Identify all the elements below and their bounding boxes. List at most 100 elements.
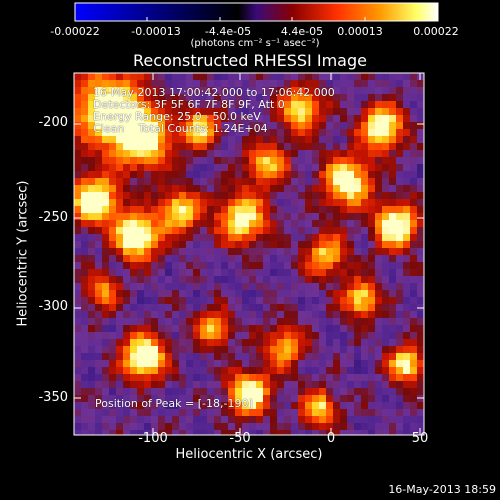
heatmap-cell xyxy=(326,360,333,367)
heatmap-cell xyxy=(277,136,284,143)
heatmap-cell xyxy=(354,234,361,241)
heatmap-cell xyxy=(270,241,277,248)
heatmap-cell xyxy=(326,178,333,185)
heatmap-cell xyxy=(109,122,116,129)
heatmap-cell xyxy=(242,94,249,101)
heatmap-cell xyxy=(319,80,326,87)
heatmap-cell xyxy=(249,213,256,220)
heatmap-cell xyxy=(270,311,277,318)
heatmap-cell xyxy=(263,171,270,178)
heatmap-cell xyxy=(74,290,81,297)
heatmap-cell xyxy=(340,388,347,395)
heatmap-cell xyxy=(179,402,186,409)
heatmap-cell xyxy=(228,374,235,381)
heatmap-cell xyxy=(172,346,179,353)
heatmap-cell xyxy=(179,122,186,129)
heatmap-cell xyxy=(88,332,95,339)
heatmap-cell xyxy=(179,339,186,346)
heatmap-cell xyxy=(193,367,200,374)
heatmap-cell xyxy=(284,136,291,143)
heatmap-cell xyxy=(312,290,319,297)
heatmap-cell xyxy=(123,143,130,150)
heatmap-cell xyxy=(354,108,361,115)
heatmap-cell xyxy=(263,325,270,332)
heatmap-cell xyxy=(172,122,179,129)
heatmap-cell xyxy=(165,192,172,199)
heatmap-cell xyxy=(137,80,144,87)
heatmap-cell xyxy=(312,339,319,346)
heatmap-cell xyxy=(228,297,235,304)
heatmap-cell xyxy=(256,241,263,248)
heatmap-cell xyxy=(165,94,172,101)
heatmap-cell xyxy=(242,318,249,325)
heatmap-cell xyxy=(410,402,417,409)
heatmap-cell xyxy=(361,157,368,164)
heatmap-cell xyxy=(347,206,354,213)
heatmap-cell xyxy=(186,290,193,297)
heatmap-cell xyxy=(263,136,270,143)
heatmap-cell xyxy=(382,80,389,87)
heatmap-cell xyxy=(242,241,249,248)
heatmap-cell xyxy=(214,290,221,297)
heatmap-cell xyxy=(214,227,221,234)
heatmap-cell xyxy=(319,395,326,402)
heatmap-cell xyxy=(361,262,368,269)
heatmap-cell xyxy=(256,108,263,115)
heatmap-cell xyxy=(347,255,354,262)
heatmap-cell xyxy=(375,248,382,255)
heatmap-cell xyxy=(312,178,319,185)
heatmap-cell xyxy=(263,227,270,234)
heatmap-cell xyxy=(291,388,298,395)
heatmap-cell xyxy=(333,416,340,423)
heatmap-cell xyxy=(102,227,109,234)
heatmap-cell xyxy=(319,297,326,304)
heatmap-cell xyxy=(144,136,151,143)
heatmap-cell xyxy=(193,269,200,276)
heatmap-cell xyxy=(235,311,242,318)
heatmap-cell xyxy=(389,374,396,381)
heatmap-cell xyxy=(354,311,361,318)
heatmap-cell xyxy=(256,262,263,269)
heatmap-cell xyxy=(109,367,116,374)
heatmap-cell xyxy=(235,122,242,129)
heatmap-cell xyxy=(368,101,375,108)
heatmap-cell xyxy=(221,388,228,395)
heatmap-cell xyxy=(417,332,424,339)
heatmap-cell xyxy=(137,164,144,171)
heatmap-cell xyxy=(319,318,326,325)
heatmap-cell xyxy=(151,108,158,115)
heatmap-cell xyxy=(389,283,396,290)
heatmap-cell xyxy=(235,129,242,136)
heatmap-cell xyxy=(396,241,403,248)
heatmap-cell xyxy=(207,290,214,297)
heatmap-cell xyxy=(137,206,144,213)
heatmap-cell xyxy=(354,416,361,423)
heatmap-cell xyxy=(263,311,270,318)
heatmap-cell xyxy=(137,87,144,94)
heatmap-cell xyxy=(242,255,249,262)
heatmap-cell xyxy=(417,164,424,171)
heatmap-cell xyxy=(151,73,158,80)
heatmap-cell xyxy=(88,409,95,416)
heatmap-cell xyxy=(123,388,130,395)
heatmap-cell xyxy=(88,381,95,388)
heatmap-cell xyxy=(207,73,214,80)
heatmap-cell xyxy=(319,164,326,171)
heatmap-cell xyxy=(151,332,158,339)
heatmap-cell xyxy=(382,290,389,297)
heatmap-cell xyxy=(291,185,298,192)
heatmap-cell xyxy=(417,143,424,150)
heatmap-cell xyxy=(242,374,249,381)
heatmap-cell xyxy=(81,318,88,325)
heatmap-cell xyxy=(354,101,361,108)
heatmap-cell xyxy=(207,346,214,353)
heatmap-cell xyxy=(326,339,333,346)
heatmap-cell xyxy=(319,234,326,241)
heatmap-cell xyxy=(312,255,319,262)
heatmap-cell xyxy=(319,283,326,290)
heatmap-cell xyxy=(284,332,291,339)
heatmap-cell xyxy=(382,430,389,435)
heatmap-cell xyxy=(368,395,375,402)
heatmap-cell xyxy=(179,206,186,213)
heatmap-cell xyxy=(109,360,116,367)
